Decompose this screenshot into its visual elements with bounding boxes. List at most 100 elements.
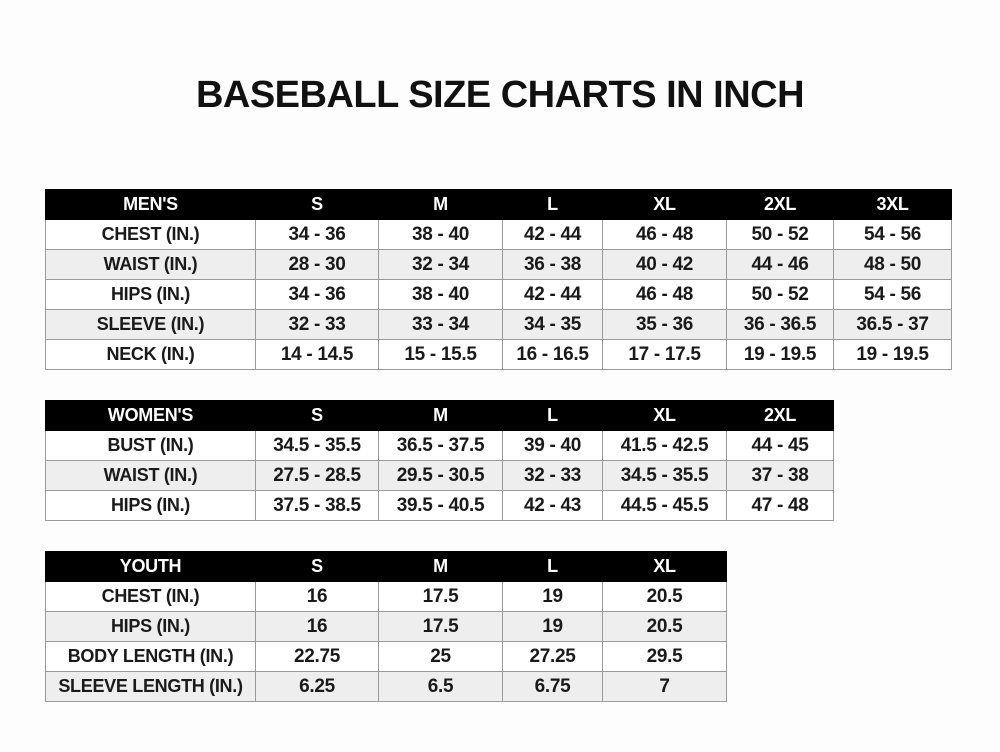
size-value: 27.5 - 28.5 (255, 460, 379, 491)
size-value: 34.5 - 35.5 (255, 430, 379, 461)
size-value: 54 - 56 (833, 219, 952, 250)
table-row: WAIST (IN.) 28 - 30 32 - 34 36 - 38 40 - 42 4… (45, 249, 952, 280)
size-header: XL (602, 551, 727, 582)
size-value: 46 - 48 (602, 279, 727, 310)
size-value: 20.5 (602, 581, 727, 612)
size-value: 44 - 45 (726, 430, 834, 461)
page-title: BASEBALL SIZE CHARTS IN INCH (195, 74, 805, 116)
size-header: S (255, 189, 379, 220)
size-value: 41.5 - 42.5 (602, 430, 727, 461)
measurement-label: BUST (IN.) (45, 430, 256, 461)
size-value: 37.5 - 38.5 (255, 490, 379, 521)
size-value: 16 (255, 611, 379, 642)
table-row: CHEST (IN.) 34 - 36 38 - 40 42 - 44 46 - 48 5… (45, 219, 952, 250)
measurement-label: HIPS (IN.) (45, 611, 256, 642)
size-value: 14 - 14.5 (255, 339, 379, 370)
size-header: S (255, 400, 379, 431)
table-row: HIPS (IN.) 37.5 - 38.5 39.5 - 40.5 42 - 43 4… (45, 490, 834, 521)
table-row: BODY LENGTH (IN.) 22.75 25 27.25 29.5 (45, 641, 727, 672)
size-value: 42 - 44 (502, 279, 603, 310)
measurement-label: CHEST (IN.) (45, 581, 256, 612)
size-value: 28 - 30 (255, 249, 379, 280)
size-value: 36.5 - 37.5 (378, 430, 503, 461)
size-value: 34 - 36 (255, 279, 379, 310)
size-value: 47 - 48 (726, 490, 834, 521)
youth-size-table: YOUTH S M L XL CHEST (IN.) 16 17.5 19 20.5 HIPS (I… (45, 551, 727, 702)
measurement-label: SLEEVE (IN.) (45, 309, 256, 340)
size-value: 19 - 19.5 (726, 339, 834, 370)
mens-size-table: MEN'S S M L XL 2XL 3XL CHEST (IN.) 34 - 36 38 - 4… (45, 189, 952, 370)
size-header: 2XL (726, 400, 834, 431)
category-header: WOMEN'S (45, 400, 256, 431)
size-value: 42 - 44 (502, 219, 603, 250)
size-value: 6.25 (255, 671, 379, 702)
size-value: 29.5 (602, 641, 727, 672)
size-value: 16 - 16.5 (502, 339, 603, 370)
measurement-label: WAIST (IN.) (45, 249, 256, 280)
table-row: BUST (IN.) 34.5 - 35.5 36.5 - 37.5 39 - 40 4… (45, 430, 834, 461)
size-value: 19 - 19.5 (833, 339, 952, 370)
size-value: 50 - 52 (726, 279, 834, 310)
size-value: 19 (502, 611, 603, 642)
size-value: 40 - 42 (602, 249, 727, 280)
size-value: 17.5 (378, 611, 503, 642)
size-value: 27.25 (502, 641, 603, 672)
table-row: SLEEVE (IN.) 32 - 33 33 - 34 34 - 35 35 - 36… (45, 309, 952, 340)
size-value: 34.5 - 35.5 (602, 460, 727, 491)
size-value: 50 - 52 (726, 219, 834, 250)
size-header: L (502, 551, 603, 582)
size-header: M (378, 551, 503, 582)
size-header: XL (602, 189, 727, 220)
table-row: SLEEVE LENGTH (IN.) 6.25 6.5 6.75 7 (45, 671, 727, 702)
size-header: 2XL (726, 189, 834, 220)
size-value: 42 - 43 (502, 490, 603, 521)
table-row: HIPS (IN.) 16 17.5 19 20.5 (45, 611, 727, 642)
measurement-label: WAIST (IN.) (45, 460, 256, 491)
category-header: YOUTH (45, 551, 256, 582)
category-header: MEN'S (45, 189, 256, 220)
size-value: 16 (255, 581, 379, 612)
table-row: CHEST (IN.) 16 17.5 19 20.5 (45, 581, 727, 612)
size-value: 48 - 50 (833, 249, 952, 280)
size-value: 36.5 - 37 (833, 309, 952, 340)
measurement-label: CHEST (IN.) (45, 219, 256, 250)
size-value: 20.5 (602, 611, 727, 642)
size-value: 33 - 34 (378, 309, 503, 340)
table-row: WAIST (IN.) 27.5 - 28.5 29.5 - 30.5 32 - 33… (45, 460, 834, 491)
size-value: 54 - 56 (833, 279, 952, 310)
womens-size-table: WOMEN'S S M L XL 2XL BUST (IN.) 34.5 - 35.5 36.5… (45, 400, 834, 521)
size-header: L (502, 189, 603, 220)
size-value: 25 (378, 641, 503, 672)
size-header: 3XL (833, 189, 952, 220)
size-value: 39 - 40 (502, 430, 603, 461)
size-value: 38 - 40 (378, 219, 503, 250)
size-value: 32 - 34 (378, 249, 503, 280)
measurement-label: HIPS (IN.) (45, 490, 256, 521)
table-header-row: MEN'S S M L XL 2XL 3XL (45, 189, 952, 220)
size-value: 22.75 (255, 641, 379, 672)
size-header: S (255, 551, 379, 582)
size-value: 19 (502, 581, 603, 612)
table-row: NECK (IN.) 14 - 14.5 15 - 15.5 16 - 16.5 17 … (45, 339, 952, 370)
table-row: HIPS (IN.) 34 - 36 38 - 40 42 - 44 46 - 48 50… (45, 279, 952, 310)
size-value: 34 - 36 (255, 219, 379, 250)
size-header: M (378, 400, 503, 431)
size-value: 39.5 - 40.5 (378, 490, 503, 521)
size-header: M (378, 189, 503, 220)
size-value: 38 - 40 (378, 279, 503, 310)
size-value: 17.5 (378, 581, 503, 612)
size-value: 17 - 17.5 (602, 339, 727, 370)
size-value: 15 - 15.5 (378, 339, 503, 370)
size-value: 36 - 36.5 (726, 309, 834, 340)
size-header: XL (602, 400, 727, 431)
size-value: 44.5 - 45.5 (602, 490, 727, 521)
size-header: L (502, 400, 603, 431)
size-value: 37 - 38 (726, 460, 834, 491)
size-value: 6.5 (378, 671, 503, 702)
measurement-label: SLEEVE LENGTH (IN.) (45, 671, 256, 702)
size-value: 36 - 38 (502, 249, 603, 280)
table-header-row: YOUTH S M L XL (45, 551, 727, 582)
size-value: 6.75 (502, 671, 603, 702)
size-value: 32 - 33 (255, 309, 379, 340)
size-value: 32 - 33 (502, 460, 603, 491)
